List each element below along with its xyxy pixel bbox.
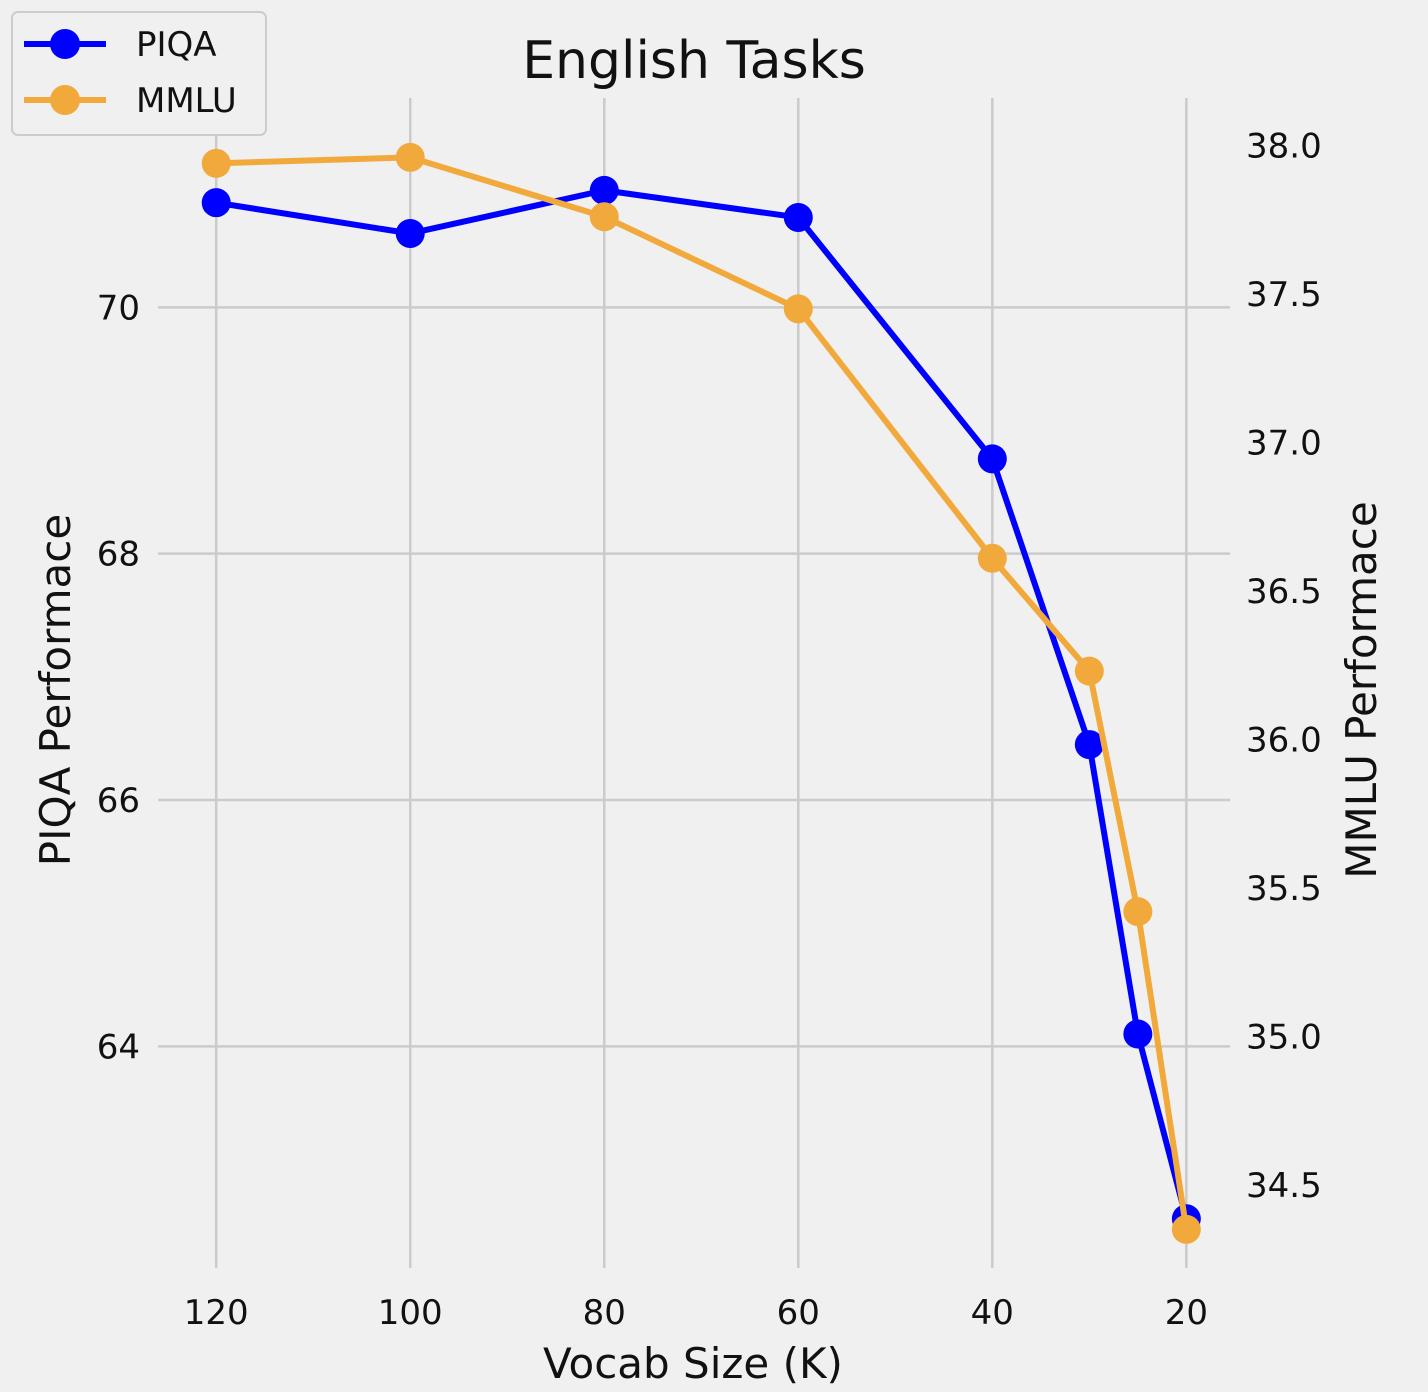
data-point-mmlu — [977, 543, 1007, 573]
x-tick-label: 40 — [971, 1293, 1014, 1333]
series-line-piqa — [215, 187, 1190, 1220]
data-point-mmlu — [1123, 897, 1153, 927]
y-right-tick-label: 37.5 — [1246, 275, 1322, 315]
x-tick-label: 120 — [184, 1293, 249, 1333]
data-point-mmlu — [395, 142, 425, 172]
grid — [158, 98, 1230, 1268]
tick-labels: 120 100 80 60 40 20 64 66 68 70 34.5 35.0 35.5 36.0 36… — [97, 127, 1322, 1333]
data-point-piqa — [201, 188, 231, 218]
y-left-tick-label: 70 — [97, 288, 140, 328]
legend: PIQA MMLU — [11, 11, 267, 136]
chart-title: English Tasks — [522, 31, 866, 91]
y-right-tick-label: 34.5 — [1246, 1166, 1322, 1206]
legend-marker-piqa — [50, 29, 80, 59]
x-tick-label: 80 — [583, 1293, 626, 1333]
data-point-piqa — [589, 175, 619, 205]
data-point-mmlu — [589, 202, 619, 232]
data-point-piqa — [1123, 1019, 1153, 1049]
y-right-tick-label: 35.5 — [1246, 869, 1322, 909]
data-point-mmlu — [1171, 1214, 1201, 1244]
data-point-piqa — [1074, 730, 1104, 760]
x-tick-label: 20 — [1165, 1293, 1208, 1333]
data-point-mmlu — [783, 294, 813, 324]
legend-label-piqa: PIQA — [136, 25, 217, 65]
y-right-tick-label: 37.0 — [1246, 423, 1322, 463]
x-tick-label: 60 — [777, 1293, 820, 1333]
legend-marker-mmlu — [50, 85, 80, 115]
series-layer — [201, 142, 1201, 1244]
data-point-piqa — [977, 444, 1007, 474]
series-line-mmlu — [216, 154, 1190, 1230]
y-right-tick-label: 36.5 — [1246, 572, 1322, 612]
y-axis-right-label: MMLU Performace — [1337, 501, 1386, 878]
y-left-tick-label: 64 — [97, 1027, 140, 1067]
data-point-mmlu — [1074, 656, 1104, 686]
data-point-mmlu — [201, 148, 231, 178]
y-left-tick-label: 68 — [97, 535, 140, 575]
x-axis-label: Vocab Size (K) — [543, 1339, 843, 1388]
x-tick-label: 100 — [378, 1293, 443, 1333]
legend-label-mmlu: MMLU — [136, 81, 237, 121]
y-right-tick-label: 35.0 — [1246, 1017, 1322, 1057]
y-right-tick-label: 38.0 — [1246, 127, 1322, 167]
data-point-piqa — [395, 218, 425, 248]
y-right-tick-label: 36.0 — [1246, 720, 1322, 760]
y-axis-left-label: PIQA Performace — [31, 514, 80, 866]
y-left-tick-label: 66 — [97, 781, 140, 821]
data-point-piqa — [783, 202, 813, 232]
